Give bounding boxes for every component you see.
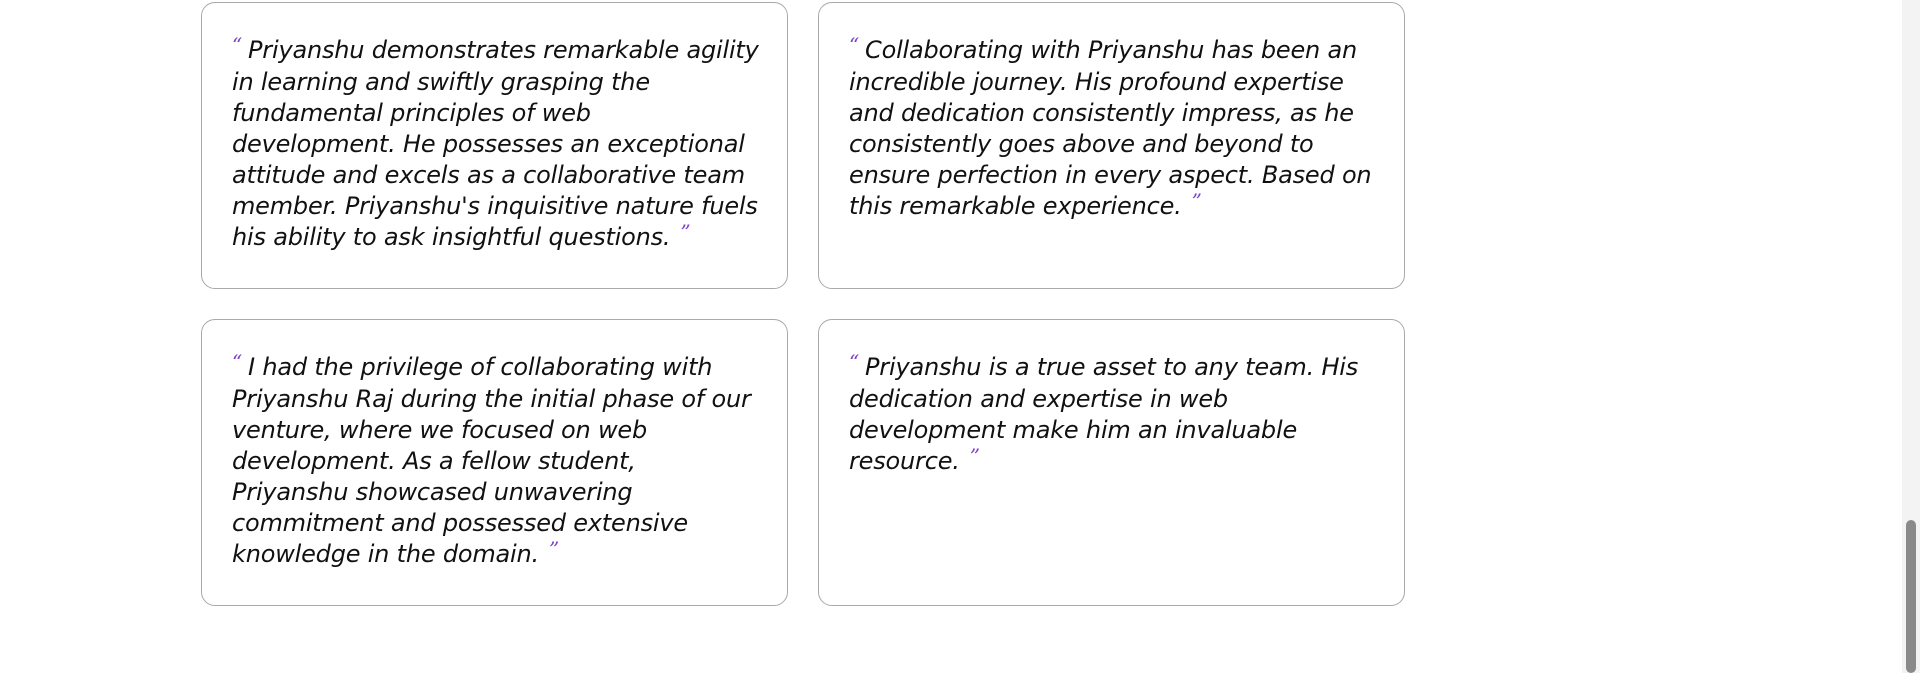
close-quote-icon: ” xyxy=(1191,189,1202,213)
testimonial-text: I had the privilege of collaborating wit… xyxy=(232,353,751,568)
testimonial-card: “Priyanshu demonstrates remarkable agili… xyxy=(201,2,788,289)
testimonial-card: “I had the privilege of collaborating wi… xyxy=(201,319,788,606)
open-quote-icon: “ xyxy=(849,350,860,374)
open-quote-icon: “ xyxy=(849,33,860,57)
close-quote-icon: ” xyxy=(969,444,980,468)
testimonial-text: Priyanshu demonstrates remarkable agilit… xyxy=(232,36,759,251)
testimonial-grid: “Priyanshu demonstrates remarkable agili… xyxy=(201,2,1405,606)
scrollbar-thumb[interactable] xyxy=(1906,520,1916,673)
testimonial-text: Collaborating with Priyanshu has been an… xyxy=(849,36,1372,220)
testimonial-quote: “Priyanshu demonstrates remarkable agili… xyxy=(232,33,759,254)
testimonial-quote: “Collaborating with Priyanshu has been a… xyxy=(849,33,1376,223)
testimonial-quote: “Priyanshu is a true asset to any team. … xyxy=(849,350,1376,478)
page-scrollbar[interactable] xyxy=(1902,0,1920,673)
close-quote-icon: ” xyxy=(548,537,559,561)
testimonial-quote: “I had the privilege of collaborating wi… xyxy=(232,350,759,571)
close-quote-icon: ” xyxy=(680,220,691,244)
testimonial-card: “Priyanshu is a true asset to any team. … xyxy=(818,319,1405,606)
open-quote-icon: “ xyxy=(232,350,243,374)
testimonial-card: “Collaborating with Priyanshu has been a… xyxy=(818,2,1405,289)
open-quote-icon: “ xyxy=(232,33,243,57)
testimonial-text: Priyanshu is a true asset to any team. H… xyxy=(849,353,1359,475)
